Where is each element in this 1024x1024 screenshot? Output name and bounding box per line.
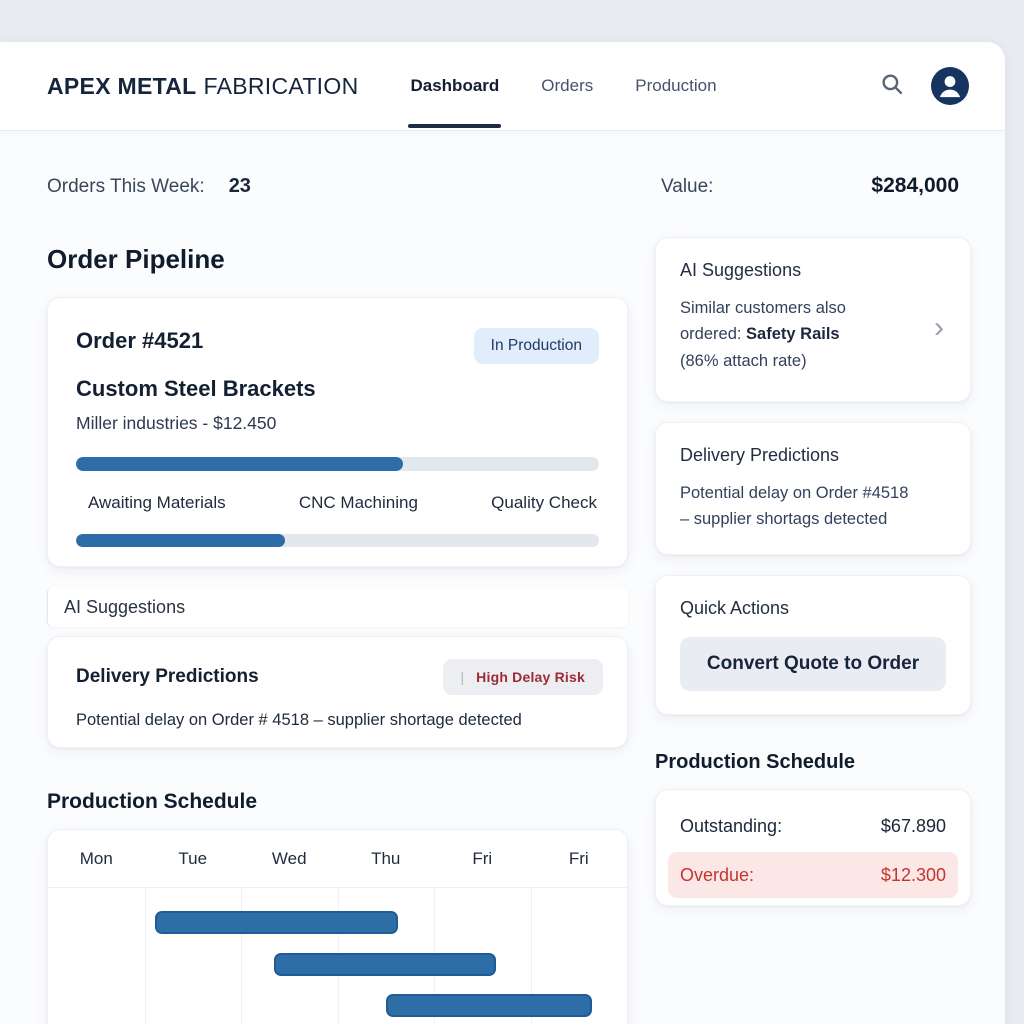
value-stat: Value: $284,000 [655, 174, 971, 198]
overdue-label: Overdue: [680, 864, 755, 885]
delivery-predictions-side-card[interactable]: Delivery Predictions Potential delay on … [655, 422, 971, 555]
gantt-chart-body [48, 888, 627, 1024]
day-label: Tue [178, 848, 208, 868]
order-pipeline-heading: Order Pipeline [47, 244, 225, 274]
gantt-grid-line [144, 888, 146, 1024]
delivery-predictions-card[interactable]: Delivery Predictions | High Delay Risk P… [47, 636, 628, 748]
day-label: Mon [79, 848, 113, 868]
high-delay-risk-label: High Delay Risk [476, 669, 585, 685]
gantt-task-bar[interactable] [386, 994, 593, 1017]
quick-actions-title: Quick Actions [680, 598, 790, 618]
stage-progress-fill [76, 534, 286, 547]
ai-suggestion-attach-rate: (86% attach rate) [680, 351, 807, 370]
chevron-right-icon[interactable]: › [934, 310, 944, 344]
gantt-day-header: Mon Tue Wed Thu Fri Fri [48, 830, 627, 888]
production-schedule-heading: Production Schedule [47, 790, 258, 813]
convert-quote-to-order-button[interactable]: Convert Quote to Order [680, 637, 946, 691]
main-nav: Dashboard Orders Production [408, 44, 717, 128]
overdue-row: Overdue: $12.300 [668, 852, 958, 898]
stage-awaiting-materials: Awaiting Materials [88, 493, 226, 512]
high-delay-risk-badge[interactable]: | High Delay Risk [442, 659, 603, 695]
order-customer: Miller industries - $12.450 [76, 413, 277, 433]
order-name: Custom Steel Brackets [76, 376, 316, 401]
status-badge[interactable]: In Production [473, 328, 599, 364]
outstanding-label: Outstanding: [680, 815, 783, 836]
stage-quality-check: Quality Check [491, 493, 597, 512]
delivery-side-line2: – supplier shortags detected [680, 510, 888, 529]
ai-suggestion-text: Similar customers also ordered: Safety R… [680, 295, 846, 374]
app-window: APEX METAL FABRICATION Dashboard Orders P… [0, 42, 1005, 1024]
order-card[interactable]: Order #4521 In Production Custom Steel B… [47, 297, 628, 567]
outstanding-row: Outstanding: $67.890 [668, 806, 958, 846]
ai-suggestions-section-label: AI Suggestions [47, 587, 628, 627]
brand-name-light: FABRICATION [203, 72, 359, 99]
ai-suggestions-card[interactable]: AI Suggestions Similar customers also or… [655, 237, 971, 402]
day-label: Fri [568, 848, 589, 868]
search-icon[interactable] [879, 71, 905, 102]
day-label: Fri [472, 848, 493, 868]
header-actions [879, 67, 969, 105]
orders-this-week-stat: Orders This Week: 23 [47, 175, 251, 198]
delivery-predictions-side-title: Delivery Predictions [680, 445, 840, 465]
delivery-prediction-text: Potential delay on Order # 4518 – suppli… [76, 711, 522, 729]
stats-row: Orders This Week: 23 Value: $284,000 [47, 168, 971, 204]
order-number: Order #4521 [76, 328, 204, 353]
stage-cnc-machining: CNC Machining [298, 493, 418, 512]
top-navigation-bar: APEX METAL FABRICATION Dashboard Orders P… [0, 42, 1005, 130]
nav-production[interactable]: Production [635, 76, 717, 95]
user-avatar-icon[interactable] [931, 67, 969, 105]
ai-suggestion-line2-prefix: ordered: [680, 325, 747, 344]
overdue-value: $12.300 [880, 864, 946, 885]
ai-suggestion-line1: Similar customers also [680, 299, 846, 317]
order-progress-bar [76, 457, 599, 471]
gantt-task-bar[interactable] [155, 911, 399, 934]
pipeline-stages: Awaiting Materials CNC Machining Quality… [76, 493, 599, 513]
value-amount: $284,000 [871, 174, 959, 197]
ai-suggestions-title: AI Suggestions [680, 260, 802, 280]
nav-orders[interactable]: Orders [541, 76, 594, 95]
delivery-prediction-side-text: Potential delay on Order #4518 – supplie… [680, 480, 946, 533]
financial-summary-card: Outstanding: $67.890 Overdue: $12.300 [655, 789, 971, 906]
production-schedule-gantt: Mon Tue Wed Thu Fri Fri [47, 829, 628, 1024]
nav-dashboard[interactable]: Dashboard [408, 44, 502, 128]
quick-actions-card: Quick Actions Convert Quote to Order [655, 575, 971, 715]
orders-this-week-value: 23 [228, 174, 251, 197]
value-label: Value: [661, 176, 714, 197]
delivery-side-line1: Potential delay on Order #4518 [680, 484, 909, 502]
gantt-grid-line [241, 888, 242, 1024]
production-schedule-side-heading: Production Schedule [655, 751, 856, 773]
orders-this-week-label: Orders This Week: [47, 175, 205, 197]
ai-suggestion-product: Safety Rails [746, 325, 840, 344]
stage-progress-bar [76, 534, 599, 547]
order-progress-fill [76, 457, 403, 471]
outstanding-value: $67.890 [880, 815, 946, 836]
badge-divider: | [460, 669, 465, 685]
day-label: Thu [371, 848, 401, 868]
brand-name-bold: APEX METAL [47, 72, 197, 99]
day-label: Wed [271, 848, 307, 868]
gantt-grid-line [530, 888, 532, 1024]
gantt-task-bar[interactable] [273, 952, 497, 976]
delivery-predictions-title: Delivery Predictions [76, 666, 259, 687]
brand-logo: APEX METAL FABRICATION [47, 73, 358, 100]
